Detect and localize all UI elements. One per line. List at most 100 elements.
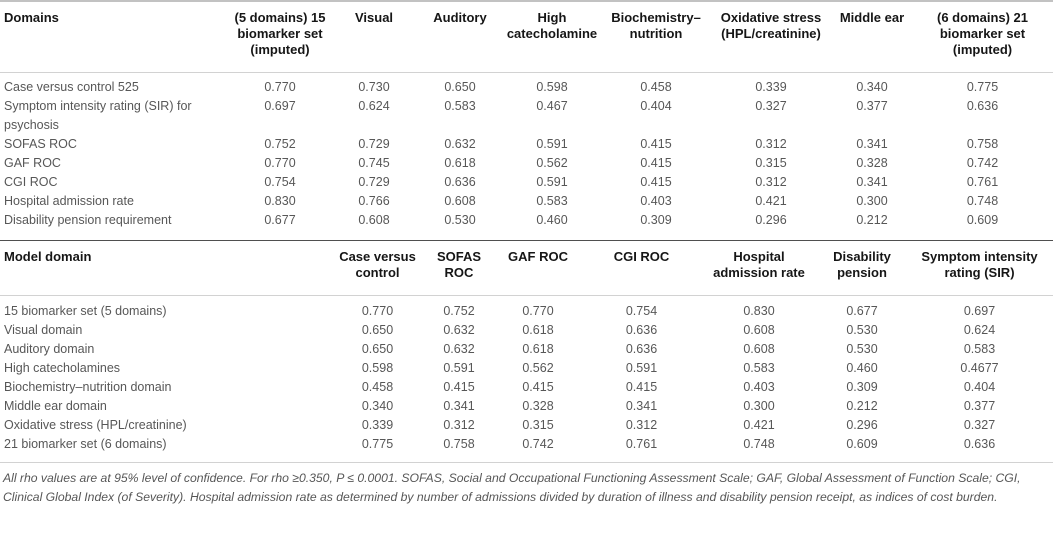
biomarker-domains-table: Domains (5 domains) 15 biomarker set (imp… [0, 2, 1053, 240]
table-row: GAF ROC 0.770 0.745 0.618 0.562 0.415 0.315 0.3… [0, 154, 1053, 173]
value-cell: 0.636 [625, 323, 658, 337]
value-cell: 0.758 [443, 437, 475, 451]
value-cell: 0.312 [755, 175, 787, 189]
value-cell: 0.315 [522, 418, 554, 432]
value-cell: 0.467 [536, 99, 568, 113]
value-cell: 0.591 [536, 175, 568, 189]
column-header: CGI ROC [613, 249, 670, 264]
table-row: Auditory domain 0.650 0.632 0.618 0.636 0.608… [0, 340, 1053, 359]
value-cell: 0.729 [358, 175, 390, 189]
table1-header-row: Domains (5 domains) 15 biomarker set (imp… [0, 2, 1053, 73]
value-cell: 0.340 [856, 80, 888, 94]
row-label: CGI ROC [4, 175, 58, 189]
value-cell: 0.609 [846, 437, 878, 451]
value-cell: 0.650 [361, 342, 394, 356]
value-cell: 0.404 [640, 99, 672, 113]
value-cell: 0.458 [640, 80, 672, 94]
value-cell: 0.415 [443, 380, 475, 394]
value-cell: 0.745 [358, 156, 390, 170]
column-header: (5 domains) 15 biomarker set (imputed) [234, 10, 326, 57]
value-cell: 0.598 [361, 361, 394, 375]
value-cell: 0.460 [846, 361, 878, 375]
value-cell: 0.415 [522, 380, 554, 394]
row-label: Biochemistry–nutrition domain [4, 380, 172, 394]
row-label: Case versus control 525 [4, 80, 139, 94]
value-cell: 0.300 [856, 194, 888, 208]
table-row: CGI ROC 0.754 0.729 0.636 0.591 0.415 0.312 0.3… [0, 173, 1053, 192]
value-cell: 0.4677 [960, 361, 999, 375]
value-cell: 0.632 [444, 137, 476, 151]
value-cell: 0.404 [963, 380, 996, 394]
value-cell: 0.421 [755, 194, 787, 208]
value-cell: 0.598 [536, 80, 568, 94]
value-cell: 0.339 [755, 80, 787, 94]
value-cell: 0.583 [444, 99, 476, 113]
row-label: High catecholamines [4, 361, 121, 375]
value-cell: 0.562 [522, 361, 554, 375]
value-cell: 0.618 [444, 156, 476, 170]
row-label: GAF ROC [4, 156, 61, 170]
value-cell: 0.415 [640, 175, 672, 189]
value-cell: 0.754 [625, 304, 658, 318]
column-header: Auditory [433, 10, 487, 25]
value-cell: 0.758 [966, 137, 999, 151]
row-label: Oxidative stress (HPL/creatinine) [4, 418, 187, 432]
value-cell: 0.830 [264, 194, 296, 208]
table2-header: Model domain Case versus control SOFAS ROC… [0, 241, 1053, 296]
value-cell: 0.752 [264, 137, 296, 151]
value-cell: 0.632 [443, 342, 475, 356]
value-cell: 0.458 [361, 380, 394, 394]
table2-body: 15 biomarker set (5 domains) 0.770 0.752 0.… [0, 296, 1053, 463]
column-header: High catecholamine [506, 10, 598, 41]
row-label-column-header: Domains [4, 10, 59, 25]
value-cell: 0.609 [966, 213, 999, 227]
value-cell: 0.312 [625, 418, 658, 432]
table-row: Middle ear domain 0.340 0.341 0.328 0.341 0.3… [0, 397, 1053, 416]
value-cell: 0.742 [966, 156, 999, 170]
value-cell: 0.650 [361, 323, 394, 337]
table-row: Biochemistry–nutrition domain 0.458 0.415 0… [0, 378, 1053, 397]
value-cell: 0.748 [966, 194, 999, 208]
value-cell: 0.309 [846, 380, 878, 394]
value-cell: 0.830 [743, 304, 775, 318]
value-cell: 0.770 [264, 80, 296, 94]
table-footnote: All rho values are at 95% level of confi… [3, 471, 1021, 504]
value-cell: 0.775 [966, 80, 999, 94]
value-cell: 0.296 [846, 418, 878, 432]
value-cell: 0.632 [443, 323, 475, 337]
value-cell: 0.460 [536, 213, 568, 227]
table-row: 21 biomarker set (6 domains) 0.775 0.758 0.… [0, 435, 1053, 463]
value-cell: 0.730 [358, 80, 390, 94]
table-row: Symptom intensity rating (SIR) for psych… [0, 97, 1053, 135]
value-cell: 0.341 [856, 137, 888, 151]
value-cell: 0.212 [846, 399, 878, 413]
table-row: Visual domain 0.650 0.632 0.618 0.636 0.608 0.… [0, 321, 1053, 340]
value-cell: 0.328 [522, 399, 554, 413]
value-cell: 0.608 [444, 194, 476, 208]
value-cell: 0.636 [966, 99, 999, 113]
value-cell: 0.650 [444, 80, 476, 94]
value-cell: 0.530 [444, 213, 476, 227]
value-cell: 0.327 [963, 418, 996, 432]
value-cell: 0.583 [963, 342, 996, 356]
value-cell: 0.328 [856, 156, 888, 170]
row-label: Visual domain [4, 323, 83, 337]
row-label: Hospital admission rate [4, 194, 134, 208]
value-cell: 0.403 [743, 380, 775, 394]
value-cell: 0.766 [358, 194, 390, 208]
value-cell: 0.415 [640, 137, 672, 151]
row-label: 15 biomarker set (5 domains) [4, 304, 167, 318]
value-cell: 0.618 [522, 323, 554, 337]
value-cell: 0.770 [361, 304, 394, 318]
value-cell: 0.770 [522, 304, 554, 318]
value-cell: 0.608 [743, 342, 775, 356]
value-cell: 0.591 [443, 361, 475, 375]
value-cell: 0.770 [264, 156, 296, 170]
model-domain-table: Model domain Case versus control SOFAS ROC… [0, 240, 1053, 463]
value-cell: 0.624 [963, 323, 996, 337]
value-cell: 0.636 [625, 342, 658, 356]
value-cell: 0.677 [264, 213, 296, 227]
value-cell: 0.377 [856, 99, 888, 113]
table2-header-row: Model domain Case versus control SOFAS ROC… [0, 241, 1053, 296]
